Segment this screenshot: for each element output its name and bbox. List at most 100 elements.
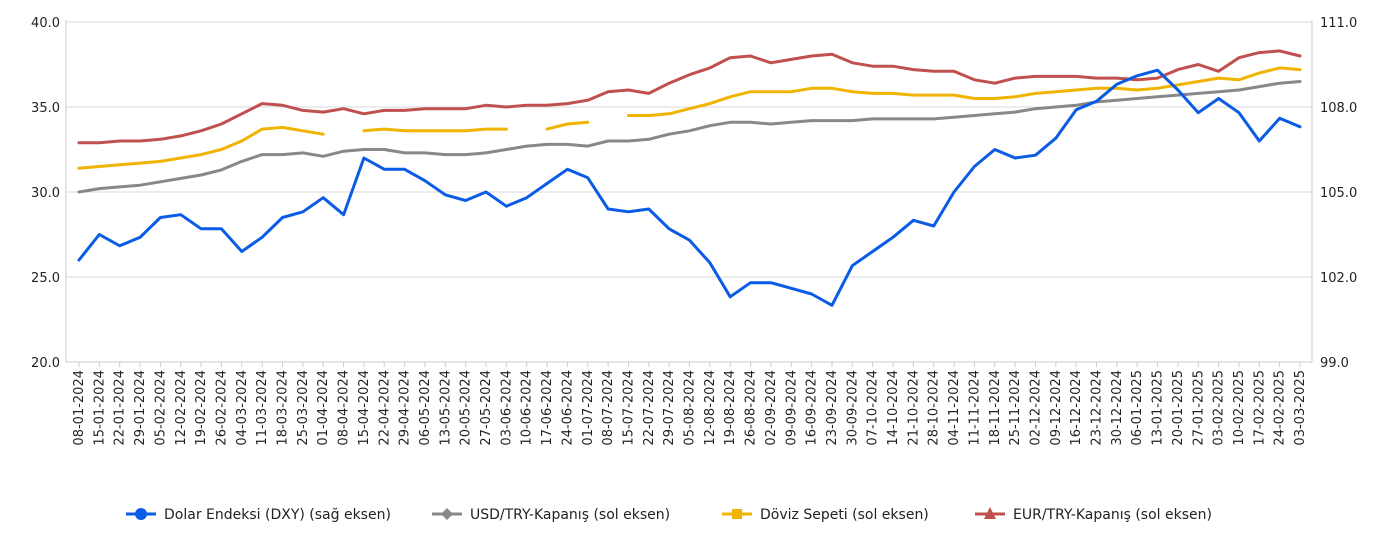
left-axis-tick: 30.0 — [31, 186, 60, 201]
data-point — [749, 281, 752, 284]
data-point — [525, 104, 528, 107]
x-axis-label: 10-02-2025 — [1232, 370, 1247, 446]
data-point — [769, 61, 773, 64]
x-axis-label: 03-02-2025 — [1212, 370, 1227, 446]
data-point — [505, 205, 508, 208]
x-axis-label: 11-03-2024 — [255, 370, 270, 446]
data-point — [1156, 95, 1159, 99]
x-axis-label: 21-10-2024 — [906, 370, 921, 446]
x-axis-label: 16-12-2024 — [1069, 370, 1084, 446]
data-point — [1217, 90, 1220, 93]
data-point — [505, 148, 508, 151]
data-point — [830, 53, 834, 56]
x-axis-label: 25-03-2024 — [296, 370, 311, 446]
x-axis-label: 01-04-2024 — [316, 370, 331, 446]
legend[interactable]: Dolar Endeksi (DXY) (sağ eksen) USD/TRY-K… — [126, 507, 1212, 523]
data-point — [240, 250, 243, 253]
data-point — [1054, 90, 1058, 93]
data-point — [423, 151, 427, 155]
data-point — [1075, 108, 1078, 112]
x-axis-label: 04-11-2024 — [947, 370, 962, 446]
data-point — [973, 114, 976, 117]
data-point — [667, 82, 671, 85]
legend-item-0[interactable]: Dolar Endeksi (DXY) (sağ eksen) — [126, 507, 391, 523]
data-point — [220, 168, 223, 172]
x-axis-label: 09-09-2024 — [784, 370, 799, 446]
data-point — [464, 107, 467, 110]
data-point — [362, 129, 366, 132]
data-point — [301, 129, 305, 132]
data-point — [138, 184, 142, 187]
data-point — [1176, 88, 1180, 92]
data-point — [362, 156, 366, 160]
data-point — [260, 102, 264, 105]
data-point — [545, 127, 549, 131]
x-axis-label: 23-09-2024 — [825, 370, 840, 446]
data-point — [281, 153, 284, 156]
data-point — [851, 61, 854, 64]
data-point — [362, 112, 366, 116]
data-point — [769, 281, 773, 284]
x-axis-label: 03-03-2025 — [1293, 370, 1308, 446]
data-point — [790, 287, 793, 290]
x-axis-label: 18-11-2024 — [988, 370, 1003, 446]
data-point — [1197, 63, 1200, 66]
data-point — [444, 193, 447, 196]
data-point — [1217, 97, 1220, 100]
data-point — [606, 90, 610, 93]
x-axis-label: 26-08-2024 — [744, 370, 759, 446]
data-point — [118, 244, 121, 247]
data-point — [586, 99, 589, 102]
data-point — [912, 117, 915, 121]
data-point — [1034, 75, 1037, 78]
x-axis-label: 08-01-2024 — [72, 370, 87, 446]
x-axis-label: 27-01-2025 — [1191, 370, 1206, 446]
data-point — [362, 148, 366, 151]
data-point — [1013, 95, 1017, 99]
data-point — [464, 153, 467, 156]
legend-item-3[interactable]: EUR/TRY-Kapanış (sol eksen) — [975, 507, 1212, 523]
data-point — [118, 185, 121, 189]
data-point — [1237, 111, 1241, 114]
data-point — [1136, 97, 1139, 100]
left-axis-tick: 20.0 — [31, 356, 60, 371]
data-point — [647, 138, 650, 141]
data-point — [952, 70, 956, 73]
data-point — [199, 227, 203, 230]
data-point — [912, 93, 915, 97]
left-axis-tick: 35.0 — [31, 101, 60, 116]
legend-label: USD/TRY-Kapanış (sol eksen) — [470, 507, 670, 523]
data-point — [1075, 104, 1078, 107]
x-axis-labels: 08-01-2024 15-01-2024 22-01-2024 29-01-2024… — [72, 362, 1308, 446]
x-axis-label: 15-04-2024 — [357, 370, 372, 446]
data-point — [464, 129, 467, 132]
legend-item-1[interactable]: USD/TRY-Kapanış (sol eksen) — [432, 507, 670, 523]
data-point — [790, 58, 793, 61]
data-point — [1298, 80, 1302, 83]
data-point — [403, 168, 406, 171]
data-point — [1176, 93, 1180, 97]
data-point — [1013, 76, 1017, 80]
data-point — [383, 148, 386, 151]
data-point — [871, 250, 874, 253]
x-axis-label: 29-04-2024 — [398, 370, 413, 446]
legend-item-2[interactable]: Döviz Sepeti (sol eksen) — [722, 507, 929, 523]
data-point — [159, 160, 162, 163]
diamond-marker-icon — [441, 508, 453, 520]
x-axis-label: 17-02-2025 — [1252, 370, 1267, 446]
data-point — [98, 165, 101, 168]
data-point — [1115, 83, 1119, 86]
data-point — [1054, 105, 1058, 109]
data-point — [912, 68, 915, 71]
right-axis-tick: 102.0 — [1320, 271, 1357, 286]
data-point — [810, 292, 813, 296]
x-axis-label: 14-10-2024 — [886, 370, 901, 446]
data-point — [1054, 137, 1058, 140]
data-point — [118, 163, 121, 166]
x-axis-label: 10-06-2024 — [520, 370, 535, 446]
data-point — [667, 112, 671, 116]
data-point — [1237, 56, 1241, 59]
series-line-0 — [77, 68, 1302, 307]
